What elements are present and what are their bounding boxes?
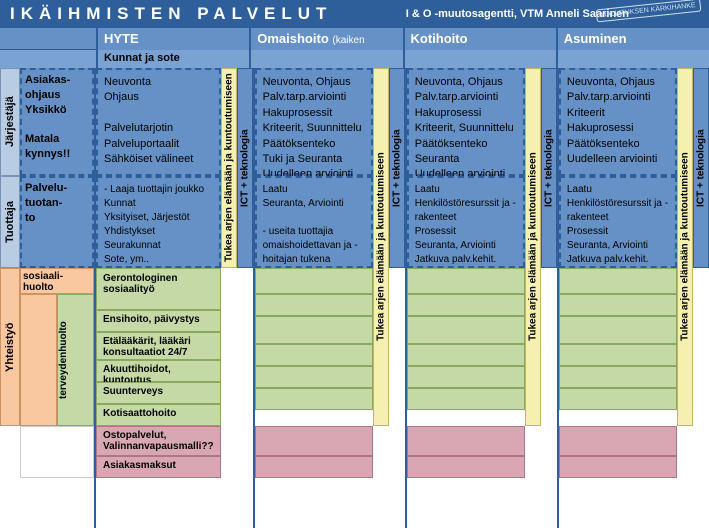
col-omaishoito-label: Omaishoito [257,31,329,46]
terv-row-3: Suunterveys [96,382,221,404]
row-gerontologinen: Gerontologinen sosiaalityö [96,268,221,310]
column-headers: HYTE Omaishoito (kaiken ikäiset) Kotihoi… [0,28,709,50]
label-jarjestaja: Järjestäjä [0,68,20,176]
column-kotihoito: Neuvonta, Ohjaus Palv.tarp.arviointi Hak… [405,68,557,528]
terv-row-1: Etälääkärit, lääkäri konsultaatiot 24/7 [96,332,221,360]
subheader-kunnat: Kunnat ja sote [96,50,249,68]
col-asuminen: Asuminen [556,28,709,50]
omaishoito-bottom: Laatu Seuranta, Arviointi - useita tuott… [255,176,373,268]
stamp-badge: HALLITUKSEN KÄRKIHANKE [596,0,702,22]
terv-row-2: Akuuttihoidot, kuntoutus [96,360,221,382]
kotihoito-bottom: Laatu Henkilöstöresurssit ja -rakenteet … [407,176,525,268]
bottom-row-1: Asiakasmaksut [96,456,221,478]
omaishoito-ict-strip: ICT + teknologia [389,68,405,268]
col-hyte: HYTE [96,28,249,50]
column-asuminen: Neuvonta, Ohjaus Palv.tarp.arviointi Kri… [557,68,709,528]
asuminen-bottom: Laatu Henkilöstöresurssit ja -rakenteet … [559,176,677,268]
col-kotihoito: Kotihoito [403,28,556,50]
box-palvelutuotanto: Palvelu- tuotan- to [20,176,94,268]
kotihoito-tukea-strip: Tukea arjen elämään ja kuntoutumiseen [525,68,541,426]
hyte-bottom: - Laaja tuottajin joukko Kunnat Yksityis… [96,176,221,268]
box-asiakasohjaus: Asiakas- ohjaus Yksikkö Matala kynnys!! [20,68,94,176]
asuminen-tukea-strip: Tukea arjen elämään ja kuntoutumiseen [677,68,693,426]
label-yhteistyo: Yhteistyö [0,268,20,426]
kotihoito-top: Neuvonta, Ohjaus Palv.tarp.arviointi Hak… [407,68,525,176]
col-omaishoito: Omaishoito (kaiken ikäiset) [249,28,402,50]
side-label-column: Järjestäjä Tuottaja Yhteistyö [0,68,20,528]
main-grid: Järjestäjä Tuottaja Yhteistyö Asiakas- o… [0,68,709,528]
hyte-top: Neuvonta Ohjaus Palvelutarjotin Palvelup… [96,68,221,176]
column-hyte: Neuvonta Ohjaus Palvelutarjotin Palvelup… [94,68,253,528]
hyte-ict-strip: ICT + teknologia [237,68,253,268]
kotihoito-ict-strip: ICT + teknologia [541,68,557,268]
label-tuottaja: Tuottaja [0,176,20,268]
header-bar: IKÄIHMISTEN PALVELUT I & O -muutosagentt… [0,0,709,28]
left-box-column: Asiakas- ohjaus Yksikkö Matala kynnys!! … [20,68,94,528]
omaishoito-top: Neuvonta, Ohjaus Palv.tarp.arviointi Hak… [255,68,373,176]
page-title: IKÄIHMISTEN PALVELUT [10,4,332,24]
bottom-row-0: Ostopalvelut, Valinnanvapausmalli?? [96,426,221,456]
omaishoito-tukea-strip: Tukea arjen elämään ja kuntoutumiseen [373,68,389,426]
asuminen-ict-strip: ICT + teknologia [693,68,709,268]
hyte-tukea-strip: Tukea arjen elämään ja kuntoutumiseen [221,68,237,268]
yhteistyo-left: sosiaali- huolto terveydenhuolto [20,268,94,426]
column-omaishoito: Neuvonta, Ohjaus Palv.tarp.arviointi Hak… [253,68,405,528]
terv-row-0: Ensihoito, päivystys [96,310,221,332]
terv-row-4: Kotisaattohoito [96,404,221,426]
asuminen-top: Neuvonta, Ohjaus Palv.tarp.arviointi Kri… [559,68,677,176]
label-terveydenhuolto: terveydenhuolto [57,294,94,426]
sub-header-row: Kunnat ja sote [0,50,709,68]
label-sosiaalihuolto: sosiaali- huolto [20,268,94,294]
columns-area: Neuvonta Ohjaus Palvelutarjotin Palvelup… [94,68,709,528]
